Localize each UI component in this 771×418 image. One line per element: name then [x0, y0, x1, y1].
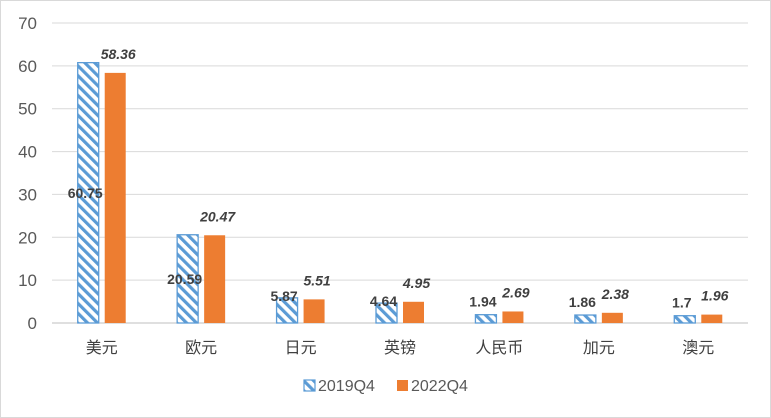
data-label-2019q4: 60.75	[68, 185, 103, 201]
legend-item-2022q4: 2022Q4	[397, 378, 468, 395]
bar-2019q4	[176, 234, 199, 324]
legend-label-2022q4: 2022Q4	[411, 378, 468, 395]
data-label-2022q4: 4.95	[402, 275, 430, 291]
bar-2022q4	[204, 235, 226, 323]
data-label-2019q4: 20.59	[167, 271, 202, 287]
x-axis-categories: 美元 欧元 日元 英镑 人民币 加元 澳元	[86, 338, 715, 357]
y-axis-ticks: 0 10 20 30 40 50 60 70	[18, 14, 37, 333]
bar-2022q4	[502, 311, 524, 323]
data-labels: 60.75 58.36 20.59 20.47 5.87 5.51 4.64 4.95 1.94…	[68, 46, 729, 311]
bar-2019q4	[375, 302, 398, 324]
bar-2019q4	[574, 314, 597, 324]
y-tick-label: 50	[18, 100, 37, 119]
x-category-label: 澳元	[682, 338, 714, 357]
data-label-2019q4: 5.87	[270, 288, 297, 304]
y-tick-label: 60	[18, 57, 37, 76]
x-category-label: 欧元	[185, 338, 217, 357]
bar-2022q4	[104, 72, 126, 323]
y-tick-label: 0	[28, 314, 37, 333]
bar-2022q4	[601, 312, 623, 323]
legend-swatch-2022q4	[397, 380, 408, 391]
data-label-2022q4: 2.38	[601, 286, 629, 302]
data-label-2019q4: 1.86	[569, 294, 596, 310]
x-category-label: 美元	[86, 338, 118, 357]
x-category-label: 人民币	[475, 338, 523, 357]
data-label-2019q4: 1.7	[672, 295, 692, 311]
x-category-label: 日元	[285, 338, 317, 357]
data-label-2019q4: 4.64	[370, 293, 397, 309]
data-label-2022q4: 58.36	[101, 46, 136, 62]
y-tick-label: 30	[18, 185, 37, 204]
bar-2022q4	[303, 299, 325, 323]
legend-item-2019q4: 2019Q4	[303, 378, 375, 395]
bar-2019q4	[77, 61, 100, 324]
data-label-2022q4: 20.47	[199, 208, 236, 224]
gridlines	[52, 22, 748, 324]
bars	[77, 61, 723, 324]
y-tick-label: 40	[18, 143, 37, 162]
y-tick-label: 70	[18, 14, 37, 33]
legend-label-2019q4: 2019Q4	[318, 378, 375, 395]
data-label-2022q4: 2.69	[501, 284, 529, 300]
y-tick-label: 10	[18, 271, 37, 290]
legend-swatch-2019q4	[303, 379, 316, 392]
data-label-2022q4: 5.51	[303, 272, 330, 288]
y-tick-label: 20	[18, 228, 37, 247]
x-category-label: 英镑	[384, 338, 416, 357]
bar-2019q4	[275, 297, 299, 324]
bar-2022q4	[701, 314, 723, 323]
x-category-label: 加元	[583, 338, 615, 357]
bar-2022q4	[403, 301, 424, 323]
bar-2019q4	[673, 315, 696, 324]
legend: 2019Q4 2022Q4	[303, 378, 468, 395]
bar-2019q4	[474, 314, 498, 324]
data-label-2022q4: 1.96	[701, 288, 728, 304]
data-label-2019q4: 1.94	[469, 294, 496, 310]
